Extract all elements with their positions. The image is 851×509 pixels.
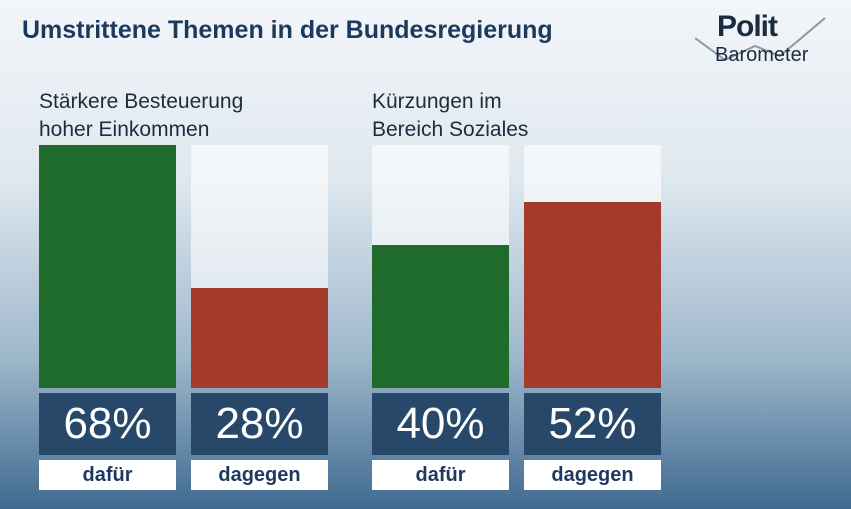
page-title: Umstrittene Themen in der Bundesregierun… <box>22 16 553 44</box>
chart-title: Kürzungen im Bereich Soziales <box>372 90 529 141</box>
value-label: 40% <box>372 393 509 455</box>
value-label: 52% <box>524 393 661 455</box>
bar <box>372 245 509 388</box>
bar <box>524 202 661 388</box>
logo-text: Polit <box>717 10 778 43</box>
category-label: dagegen <box>191 460 328 490</box>
chart-panel: Kürzungen im Bereich Soziales 40% dafür 52%… <box>372 0 672 509</box>
chart-panel: Stärkere Besteuerung hoher Einkommen 68% d… <box>39 0 339 509</box>
value-label: 68% <box>39 393 176 455</box>
chart-title: Stärkere Besteuerung hoher Einkommen <box>39 90 244 141</box>
category-label: dagegen <box>524 460 661 490</box>
logo-text: Barometer <box>715 44 809 66</box>
logo: Polit Barometer <box>695 10 835 70</box>
bar <box>39 145 176 388</box>
category-label: dafür <box>39 460 176 490</box>
logo-check <box>695 17 826 62</box>
value-label: 28% <box>191 393 328 455</box>
category-label: dafür <box>372 460 509 490</box>
bar <box>191 287 328 388</box>
